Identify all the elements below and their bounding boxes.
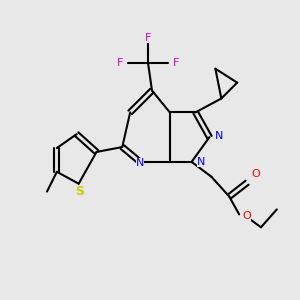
Text: F: F bbox=[145, 33, 151, 43]
Text: F: F bbox=[173, 58, 179, 68]
Text: F: F bbox=[117, 58, 123, 68]
Text: S: S bbox=[75, 185, 84, 198]
Text: N: N bbox=[214, 131, 223, 141]
Text: O: O bbox=[242, 212, 251, 221]
Text: N: N bbox=[136, 158, 144, 168]
Text: O: O bbox=[251, 169, 260, 179]
Text: N: N bbox=[196, 157, 205, 167]
